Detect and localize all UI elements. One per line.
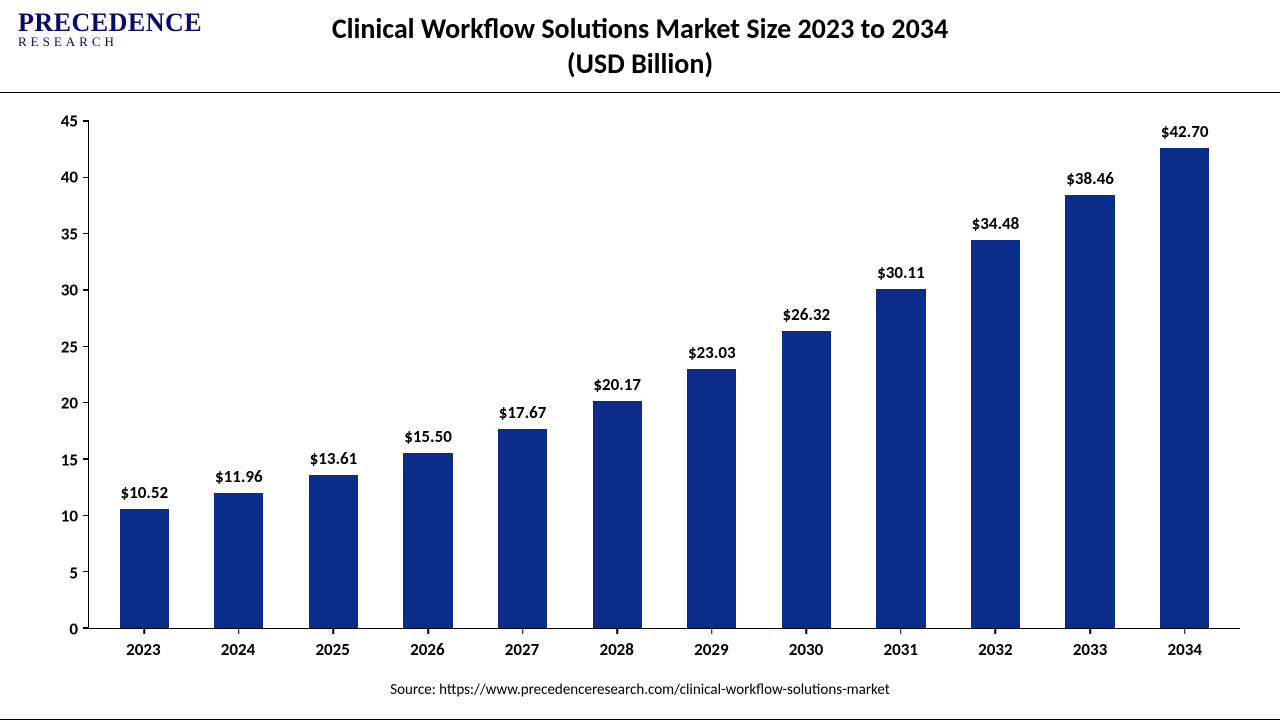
y-tick-label: 0: [69, 619, 78, 640]
x-axis-label: 2025: [285, 629, 380, 669]
bar-slot: $26.32: [759, 121, 854, 628]
x-tick-mark: [427, 628, 429, 634]
y-tick-label: 20: [61, 393, 78, 414]
bar-slot: $17.67: [475, 121, 570, 628]
x-tick-mark: [711, 628, 713, 634]
brand-logo: PRECEDENCE RESEARCH: [18, 8, 218, 50]
bars-group: $10.52 $11.96 $13.61 $15.50 $17.67 $20.17 $23.…: [89, 121, 1240, 628]
x-tick-mark: [144, 628, 146, 634]
bar: [403, 453, 452, 628]
y-tick-label: 45: [61, 111, 78, 132]
y-tick-mark: [83, 402, 89, 404]
bar-value-label: $11.96: [215, 466, 263, 487]
y-tick-mark: [83, 346, 89, 348]
bar: [1065, 195, 1114, 628]
y-tick-mark: [83, 571, 89, 573]
source-text: Source: https://www.precedenceresearch.c…: [40, 669, 1240, 719]
title-line-2: (USD Billion): [567, 46, 713, 81]
bar-value-label: $34.48: [972, 213, 1020, 234]
chart-area: 051015202530354045 $10.52$11.96$13.61$15…: [40, 121, 1240, 629]
bar: [498, 429, 547, 628]
x-axis-labels: 2023202420252026202720282029203020312032…: [88, 629, 1240, 669]
bar-slot: $20.17: [570, 121, 665, 628]
x-tick-mark: [522, 628, 524, 634]
bar-slot: $15.50: [381, 121, 476, 628]
x-axis-label: 2029: [664, 629, 759, 669]
bar: [309, 475, 358, 628]
bar-value-label: $13.61: [310, 448, 358, 469]
y-tick-label: 35: [61, 223, 78, 244]
bar: [120, 509, 169, 628]
y-tick-label: 15: [61, 449, 78, 470]
bar: [687, 369, 736, 628]
x-axis-label: 2028: [569, 629, 664, 669]
y-tick-label: 5: [69, 562, 78, 583]
plot-area: $10.52 $11.96 $13.61 $15.50 $17.67 $20.17 $23.…: [88, 121, 1240, 629]
bar-value-label: $20.17: [593, 374, 641, 395]
bar: [971, 240, 1020, 628]
y-tick-mark: [83, 177, 89, 179]
bar: [876, 289, 925, 628]
x-axis-label: 2034: [1137, 629, 1232, 669]
bar-slot: $23.03: [664, 121, 759, 628]
bar-slot: $42.70: [1137, 121, 1232, 628]
bar-slot: $10.52: [97, 121, 192, 628]
bar: [593, 401, 642, 628]
header: PRECEDENCE RESEARCH Clinical Workflow So…: [0, 0, 1280, 92]
bar-value-label: $15.50: [404, 426, 452, 447]
bar: [782, 331, 831, 628]
y-tick-label: 40: [61, 167, 78, 188]
x-axis: 2023202420252026202720282029203020312032…: [40, 629, 1240, 669]
bar-slot: $34.48: [948, 121, 1043, 628]
bar-slot: $30.11: [854, 121, 949, 628]
bar: [214, 493, 263, 628]
bar-value-label: $26.32: [783, 304, 831, 325]
bar-value-label: $42.70: [1161, 121, 1209, 142]
x-tick-mark: [333, 628, 335, 634]
x-axis-label: 2032: [948, 629, 1043, 669]
x-axis-label: 2031: [853, 629, 948, 669]
y-tick-mark: [83, 233, 89, 235]
y-tick-mark: [83, 627, 89, 629]
x-tick-mark: [616, 628, 618, 634]
bar-slot: $13.61: [286, 121, 381, 628]
bar-value-label: $38.46: [1066, 168, 1114, 189]
x-axis-label: 2023: [96, 629, 191, 669]
y-tick-mark: [83, 289, 89, 291]
x-tick-mark: [995, 628, 997, 634]
y-tick-label: 25: [61, 336, 78, 357]
y-tick-mark: [83, 458, 89, 460]
bar-value-label: $10.52: [120, 482, 168, 503]
x-tick-mark: [238, 628, 240, 634]
x-tick-mark: [900, 628, 902, 634]
bar-slot: $38.46: [1043, 121, 1138, 628]
bar-value-label: $23.03: [688, 342, 736, 363]
bar-value-label: $17.67: [499, 402, 547, 423]
y-tick-mark: [83, 120, 89, 122]
y-tick-label: 10: [61, 506, 78, 527]
x-axis-label: 2030: [759, 629, 854, 669]
chart-container: 051015202530354045 $10.52$11.96$13.61$15…: [0, 92, 1280, 720]
y-tick-mark: [83, 515, 89, 517]
x-tick-mark: [1184, 628, 1186, 634]
y-axis: 051015202530354045: [40, 121, 88, 629]
x-axis-label: 2033: [1043, 629, 1138, 669]
x-axis-label: 2024: [191, 629, 286, 669]
x-tick-mark: [806, 628, 808, 634]
title-line-1: Clinical Workflow Solutions Market Size …: [332, 11, 948, 46]
bar: [1160, 148, 1209, 628]
x-axis-label: 2026: [380, 629, 475, 669]
x-tick-mark: [1089, 628, 1091, 634]
bar-value-label: $30.11: [877, 262, 925, 283]
bar-slot: $11.96: [192, 121, 287, 628]
y-tick-label: 30: [61, 280, 78, 301]
x-axis-label: 2027: [475, 629, 570, 669]
